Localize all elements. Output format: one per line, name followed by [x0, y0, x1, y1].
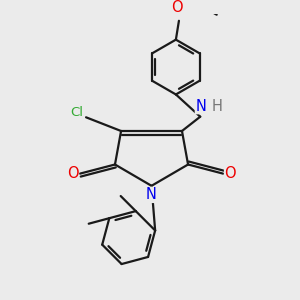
Text: O: O	[225, 166, 236, 181]
Text: O: O	[67, 166, 78, 181]
Text: O: O	[172, 0, 183, 15]
Text: N: N	[146, 187, 157, 202]
Text: Cl: Cl	[70, 106, 83, 119]
Text: H: H	[212, 99, 222, 114]
Text: N: N	[195, 99, 206, 114]
